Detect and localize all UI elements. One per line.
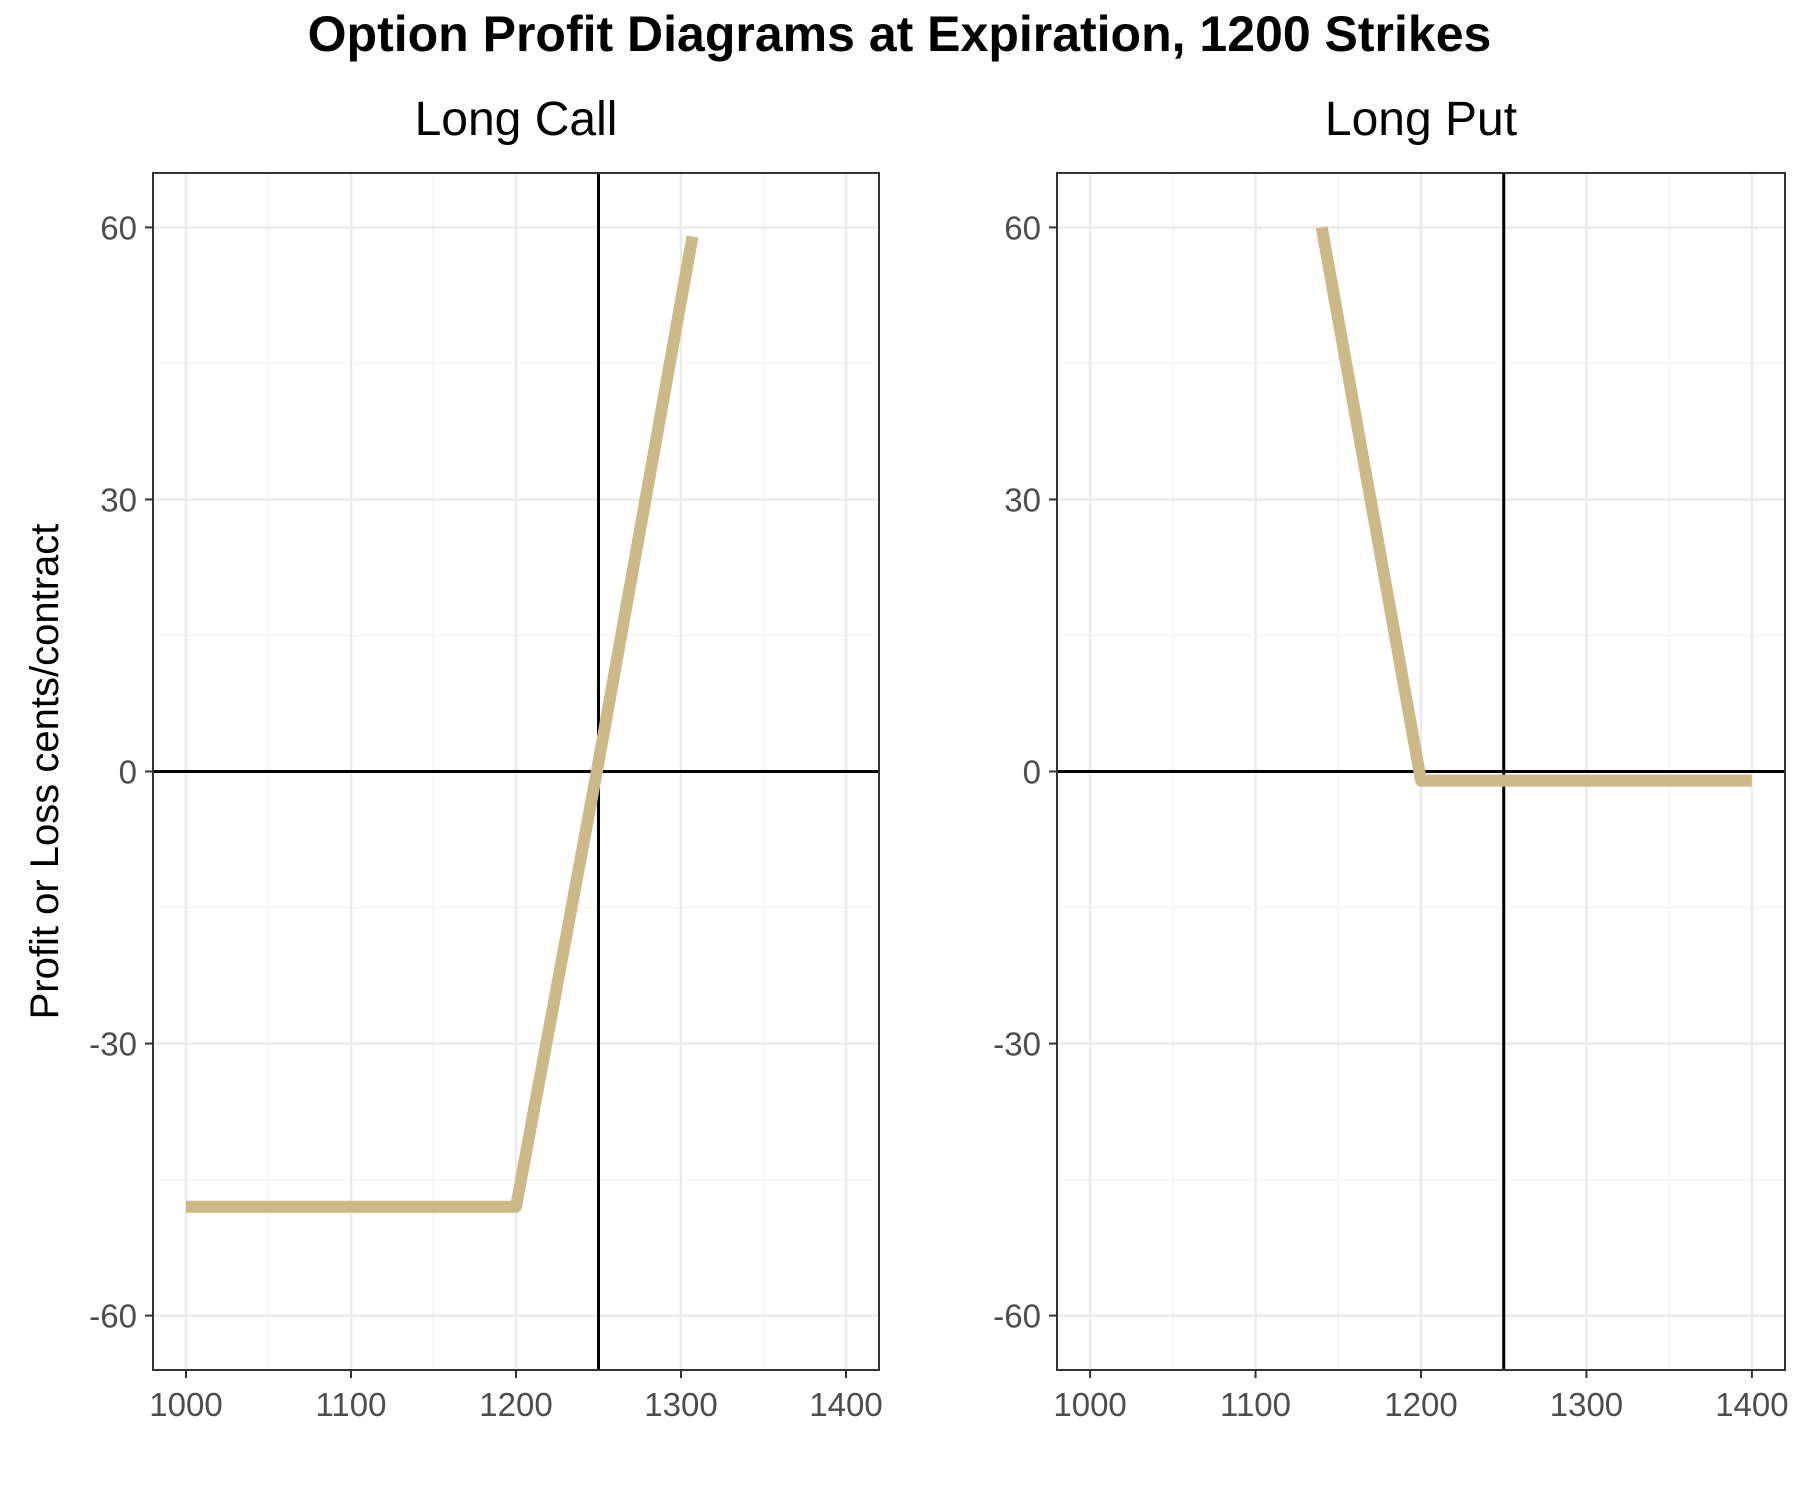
- x-tick-label: 1300: [1550, 1386, 1623, 1423]
- y-axis-title: Profit or Loss cents/contract: [23, 524, 67, 1020]
- x-tick-label: 1300: [644, 1386, 717, 1423]
- y-tick-label: 30: [1004, 481, 1041, 518]
- panel-long-call: 1000 1100 1200 1300 1400 60 30 0 -30 -60 Long Call…: [23, 93, 883, 1423]
- x-tick-label: 1200: [479, 1386, 552, 1423]
- x-tick-label: 1400: [809, 1386, 882, 1423]
- x-tick-label: 1100: [1220, 1386, 1291, 1423]
- series-line: [186, 235, 699, 1213]
- x-tick-label: 1000: [149, 1386, 222, 1423]
- panel-title: Long Call: [415, 93, 618, 146]
- y-tick-label: -30: [993, 1026, 1041, 1063]
- y-tick-label: 0: [1023, 754, 1041, 791]
- y-tick-label: 30: [100, 481, 137, 518]
- y-tick-label: 60: [1004, 209, 1041, 246]
- y-tick-label: 60: [100, 209, 137, 246]
- chart-title: Option Profit Diagrams at Expiration, 12…: [307, 6, 1492, 62]
- panel-title: Long Put: [1325, 93, 1517, 146]
- y-tick-label: -60: [89, 1298, 137, 1335]
- y-tick-label: -60: [993, 1298, 1041, 1335]
- x-tick-label: 1000: [1053, 1386, 1126, 1423]
- x-tick-label: 1400: [1715, 1386, 1788, 1423]
- x-tick-label: 1200: [1384, 1386, 1457, 1423]
- y-tick-label: -30: [89, 1026, 137, 1063]
- series-line: [1315, 226, 1752, 787]
- x-tick-label: 1100: [316, 1386, 387, 1423]
- panel-long-put: 1000 1100 1200 1300 1400 60 30 0 -30 -60 Long Put: [993, 93, 1788, 1423]
- y-tick-label: 0: [119, 754, 137, 791]
